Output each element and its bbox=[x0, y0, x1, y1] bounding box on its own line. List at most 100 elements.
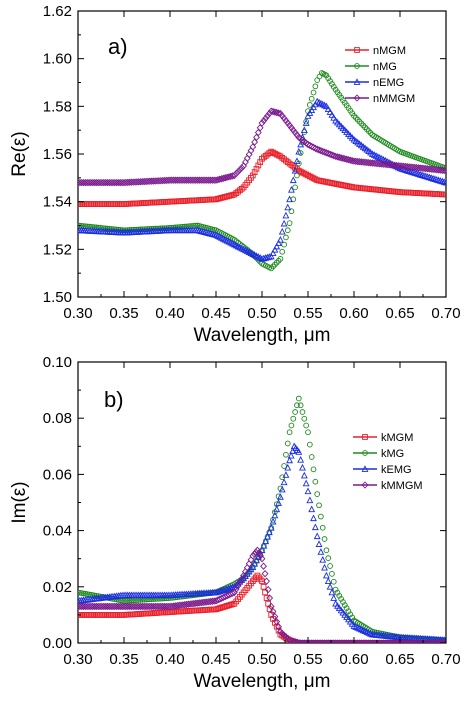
data-point-nMMGM bbox=[249, 143, 257, 151]
data-point-kMMGM bbox=[102, 602, 110, 611]
data-point-kMMGM bbox=[126, 602, 133, 611]
data-point-nMG bbox=[281, 241, 287, 248]
data-point-nMMGM bbox=[83, 178, 91, 187]
data-point-nMGM bbox=[220, 194, 227, 201]
data-point-nMMGM bbox=[135, 178, 143, 186]
data-point-kMG bbox=[303, 422, 310, 429]
data-point-nEMG bbox=[275, 239, 283, 246]
data-point-nMMGM bbox=[205, 176, 213, 184]
data-point-nMMGM bbox=[150, 177, 157, 185]
data-point-nMMGM bbox=[242, 158, 249, 166]
data-point-kMG bbox=[294, 402, 300, 409]
data-point-nEMG bbox=[276, 236, 284, 243]
data-point-nMMGM bbox=[197, 176, 205, 184]
data-point-nEMG bbox=[442, 178, 446, 186]
data-point-nMMGM bbox=[102, 178, 110, 187]
data-point-nMGM bbox=[283, 157, 289, 164]
data-point-nMMGM bbox=[168, 176, 176, 184]
data-point-nMMGM bbox=[251, 138, 259, 146]
legend-entry-kMGM: kMGM bbox=[381, 432, 413, 444]
data-point-kMMGM bbox=[151, 602, 159, 611]
data-point-kEMG bbox=[295, 448, 303, 455]
y-tick-label: 0.08 bbox=[43, 410, 72, 427]
data-point-nMMGM bbox=[271, 108, 279, 116]
data-point-nEMG bbox=[438, 177, 446, 185]
data-point-kEMG bbox=[324, 577, 332, 585]
data-point-nMMGM bbox=[100, 178, 108, 187]
data-point-kMMGM bbox=[148, 602, 156, 611]
data-point-nMGM bbox=[303, 171, 310, 178]
data-point-kMMGM bbox=[157, 602, 165, 611]
data-point-kMG bbox=[305, 429, 311, 436]
data-point-kEMG bbox=[313, 532, 321, 540]
data-point-nMGM bbox=[233, 190, 240, 196]
data-point-nMMGM bbox=[89, 178, 97, 187]
data-point-nMMGM bbox=[254, 128, 262, 137]
data-point-nEMG bbox=[210, 230, 218, 238]
data-point-nMMGM bbox=[126, 178, 133, 186]
data-point-nMG bbox=[279, 248, 286, 255]
data-point-kMMGM bbox=[116, 602, 124, 611]
data-point-kMMGM bbox=[144, 602, 152, 611]
data-point-nMG bbox=[88, 223, 94, 230]
data-point-nMMGM bbox=[181, 176, 189, 184]
data-point-nMGM bbox=[281, 156, 287, 163]
data-point-nMMGM bbox=[142, 177, 150, 186]
data-point-nMGM bbox=[262, 153, 269, 159]
data-point-nMMGM bbox=[223, 173, 231, 182]
data-point-kMMGM bbox=[275, 623, 282, 631]
data-point-nMMGM bbox=[345, 156, 352, 164]
data-point-kMMGM bbox=[440, 639, 446, 643]
data-point-nMMGM bbox=[81, 178, 89, 187]
data-point-nEMG bbox=[416, 170, 424, 178]
data-point-nEMG bbox=[271, 246, 279, 253]
data-point-nMMGM bbox=[133, 178, 141, 186]
data-point-nEMG bbox=[418, 171, 426, 179]
data-point-kMG bbox=[330, 578, 337, 585]
data-point-nEMG bbox=[291, 166, 299, 174]
data-point-kEMG bbox=[262, 537, 270, 545]
data-point-nMMGM bbox=[267, 107, 275, 115]
y-tick-label: 1.62 bbox=[43, 3, 72, 20]
data-point-nEMG bbox=[195, 226, 203, 234]
data-point-nMG bbox=[104, 225, 111, 232]
legend-entry-kMMGM: kMMGM bbox=[381, 480, 423, 492]
data-point-nMMGM bbox=[113, 178, 121, 187]
data-point-kEMG bbox=[232, 581, 240, 588]
data-point-nMMGM bbox=[151, 177, 159, 185]
data-point-nMMGM bbox=[207, 176, 214, 184]
data-point-nEMG bbox=[420, 171, 428, 179]
data-point-kMG bbox=[325, 555, 332, 561]
data-point-nMG bbox=[185, 223, 192, 230]
data-point-nMMGM bbox=[321, 148, 328, 156]
data-point-nMMGM bbox=[105, 178, 113, 187]
data-point-kMMGM bbox=[83, 602, 91, 611]
data-point-kMMGM bbox=[81, 602, 89, 611]
data-point-nMMGM bbox=[225, 173, 233, 181]
data-point-nEMG bbox=[409, 168, 417, 176]
data-point-kEMG bbox=[302, 479, 310, 487]
data-point-kMG bbox=[310, 466, 317, 473]
data-point-nMGM bbox=[266, 150, 273, 156]
data-point-kMG bbox=[308, 454, 315, 460]
data-point-nEMG bbox=[282, 211, 290, 219]
data-point-kEMG bbox=[273, 505, 281, 513]
data-point-kEMG bbox=[284, 463, 292, 471]
data-point-kMG bbox=[338, 596, 344, 602]
data-point-nMGM bbox=[292, 164, 298, 171]
data-point-kMGM bbox=[226, 602, 232, 609]
data-point-nMMGM bbox=[129, 178, 137, 186]
data-point-kEMG bbox=[78, 597, 82, 604]
data-point-nMMGM bbox=[273, 108, 281, 117]
data-point-nMMGM bbox=[243, 154, 251, 162]
data-point-nMMGM bbox=[253, 133, 260, 141]
data-point-nMMGM bbox=[192, 176, 200, 184]
data-point-nMMGM bbox=[199, 176, 207, 184]
data-point-nEMG bbox=[302, 119, 310, 126]
data-point-nMG bbox=[178, 224, 184, 230]
data-point-kEMG bbox=[300, 471, 308, 479]
y-tick-label: 0.04 bbox=[43, 523, 72, 540]
data-point-kMMGM bbox=[267, 602, 275, 611]
data-point-kMGM bbox=[224, 603, 230, 609]
data-point-nEMG bbox=[403, 166, 411, 174]
